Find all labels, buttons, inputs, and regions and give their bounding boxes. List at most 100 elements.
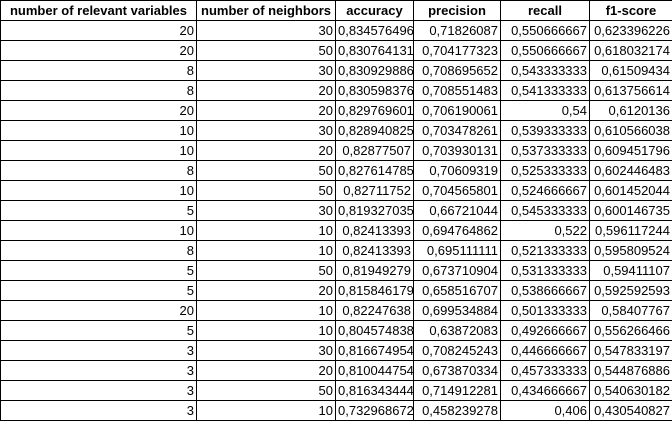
cell-precision[interactable]: 0,658516707 (413, 280, 501, 301)
cell-recall[interactable]: 0,521333333 (500, 240, 590, 261)
cell-accuracy[interactable]: 0,834576496 (335, 20, 414, 41)
cell-accuracy[interactable]: 0,816343444 (335, 380, 414, 401)
cell-neighbors[interactable]: 20 (196, 140, 336, 161)
cell-recall[interactable]: 0,525333333 (500, 160, 590, 181)
cell-f1-score[interactable]: 0,595809524 (589, 240, 672, 261)
cell-f1-score[interactable]: 0,544876886 (589, 360, 672, 381)
cell-accuracy[interactable]: 0,82413393 (335, 240, 414, 261)
cell-accuracy[interactable]: 0,830598376 (335, 80, 414, 101)
header-neighbors[interactable]: number of neighbors (196, 0, 336, 21)
cell-neighbors[interactable]: 20 (196, 360, 336, 381)
cell-accuracy[interactable]: 0,810044754 (335, 360, 414, 381)
cell-precision[interactable]: 0,699534884 (413, 300, 501, 321)
header-f1-score[interactable]: f1-score (589, 0, 672, 21)
cell-relevant-variables[interactable]: 20 (0, 40, 197, 61)
cell-precision[interactable]: 0,704177323 (413, 40, 501, 61)
cell-precision[interactable]: 0,673870334 (413, 360, 501, 381)
cell-accuracy[interactable]: 0,82877507 (335, 140, 414, 161)
cell-relevant-variables[interactable]: 20 (0, 100, 197, 121)
cell-f1-score[interactable]: 0,601452044 (589, 180, 672, 201)
cell-accuracy[interactable]: 0,828940825 (335, 120, 414, 141)
cell-recall[interactable]: 0,541333333 (500, 80, 590, 101)
cell-f1-score[interactable]: 0,6120136 (589, 100, 672, 121)
cell-recall[interactable]: 0,434666667 (500, 380, 590, 401)
cell-precision[interactable]: 0,708551483 (413, 80, 501, 101)
cell-precision[interactable]: 0,673710904 (413, 260, 501, 281)
cell-f1-score[interactable]: 0,600146735 (589, 200, 672, 221)
cell-f1-score[interactable]: 0,547833197 (589, 340, 672, 361)
cell-f1-score[interactable]: 0,609451796 (589, 140, 672, 161)
cell-recall[interactable]: 0,457333333 (500, 360, 590, 381)
cell-precision[interactable]: 0,695111111 (413, 240, 501, 261)
cell-accuracy[interactable]: 0,830929886 (335, 60, 414, 81)
cell-relevant-variables[interactable]: 8 (0, 80, 197, 101)
cell-precision[interactable]: 0,703478261 (413, 120, 501, 141)
cell-neighbors[interactable]: 10 (196, 400, 336, 421)
cell-accuracy[interactable]: 0,816674954 (335, 340, 414, 361)
cell-recall[interactable]: 0,537333333 (500, 140, 590, 161)
cell-neighbors[interactable]: 10 (196, 220, 336, 241)
cell-relevant-variables[interactable]: 20 (0, 300, 197, 321)
cell-recall[interactable]: 0,539333333 (500, 120, 590, 141)
cell-neighbors[interactable]: 30 (196, 200, 336, 221)
cell-relevant-variables[interactable]: 8 (0, 160, 197, 181)
cell-relevant-variables[interactable]: 5 (0, 280, 197, 301)
cell-recall[interactable]: 0,446666667 (500, 340, 590, 361)
cell-accuracy[interactable]: 0,81949279 (335, 260, 414, 281)
cell-f1-score[interactable]: 0,430540827 (589, 400, 672, 421)
header-precision[interactable]: precision (413, 0, 501, 21)
header-accuracy[interactable]: accuracy (335, 0, 414, 21)
cell-precision[interactable]: 0,70609319 (413, 160, 501, 181)
cell-recall[interactable]: 0,531333333 (500, 260, 590, 281)
cell-precision[interactable]: 0,66721044 (413, 200, 501, 221)
cell-accuracy[interactable]: 0,82711752 (335, 180, 414, 201)
cell-neighbors[interactable]: 50 (196, 180, 336, 201)
cell-recall[interactable]: 0,522 (500, 220, 590, 241)
cell-recall[interactable]: 0,524666667 (500, 180, 590, 201)
cell-recall[interactable]: 0,54 (500, 100, 590, 121)
cell-f1-score[interactable]: 0,610566038 (589, 120, 672, 141)
cell-relevant-variables[interactable]: 3 (0, 340, 197, 361)
cell-precision[interactable]: 0,71826087 (413, 20, 501, 41)
cell-relevant-variables[interactable]: 5 (0, 260, 197, 281)
cell-recall[interactable]: 0,550666667 (500, 20, 590, 41)
cell-recall[interactable]: 0,543333333 (500, 60, 590, 81)
cell-f1-score[interactable]: 0,58407767 (589, 300, 672, 321)
cell-precision[interactable]: 0,714912281 (413, 380, 501, 401)
cell-f1-score[interactable]: 0,623396226 (589, 20, 672, 41)
cell-neighbors[interactable]: 20 (196, 80, 336, 101)
cell-accuracy[interactable]: 0,829769601 (335, 100, 414, 121)
cell-relevant-variables[interactable]: 10 (0, 140, 197, 161)
cell-neighbors[interactable]: 50 (196, 260, 336, 281)
cell-relevant-variables[interactable]: 5 (0, 320, 197, 341)
cell-accuracy[interactable]: 0,830764131 (335, 40, 414, 61)
cell-f1-score[interactable]: 0,596117244 (589, 220, 672, 241)
cell-relevant-variables[interactable]: 8 (0, 240, 197, 261)
cell-accuracy[interactable]: 0,804574838 (335, 320, 414, 341)
cell-accuracy[interactable]: 0,819327035 (335, 200, 414, 221)
cell-relevant-variables[interactable]: 3 (0, 360, 197, 381)
cell-precision[interactable]: 0,708695652 (413, 60, 501, 81)
cell-accuracy[interactable]: 0,827614785 (335, 160, 414, 181)
cell-relevant-variables[interactable]: 10 (0, 180, 197, 201)
cell-neighbors[interactable]: 50 (196, 160, 336, 181)
cell-neighbors[interactable]: 50 (196, 40, 336, 61)
cell-relevant-variables[interactable]: 3 (0, 380, 197, 401)
cell-f1-score[interactable]: 0,556266466 (589, 320, 672, 341)
cell-recall[interactable]: 0,492666667 (500, 320, 590, 341)
cell-precision[interactable]: 0,703930131 (413, 140, 501, 161)
cell-neighbors[interactable]: 30 (196, 120, 336, 141)
cell-precision[interactable]: 0,706190061 (413, 100, 501, 121)
cell-f1-score[interactable]: 0,61509434 (589, 60, 672, 81)
cell-precision[interactable]: 0,63872083 (413, 320, 501, 341)
cell-accuracy[interactable]: 0,82413393 (335, 220, 414, 241)
cell-recall[interactable]: 0,545333333 (500, 200, 590, 221)
cell-f1-score[interactable]: 0,613756614 (589, 80, 672, 101)
cell-precision[interactable]: 0,458239278 (413, 400, 501, 421)
cell-accuracy[interactable]: 0,82247638 (335, 300, 414, 321)
cell-relevant-variables[interactable]: 8 (0, 60, 197, 81)
cell-recall[interactable]: 0,550666667 (500, 40, 590, 61)
cell-precision[interactable]: 0,708245243 (413, 340, 501, 361)
cell-relevant-variables[interactable]: 10 (0, 120, 197, 141)
cell-f1-score[interactable]: 0,618032174 (589, 40, 672, 61)
